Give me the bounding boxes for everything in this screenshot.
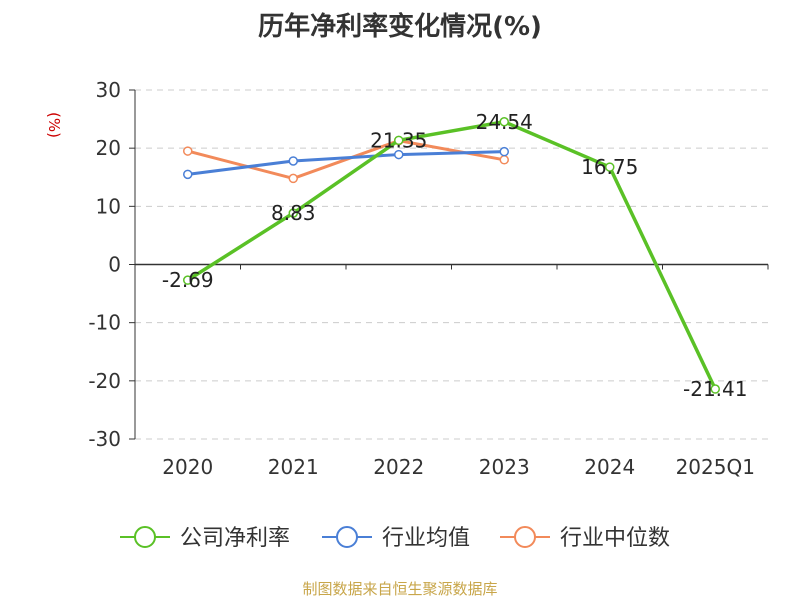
data-point (499, 155, 509, 165)
data-point (183, 146, 193, 156)
data-source-note: 制图数据来自恒生聚源数据库 (302, 580, 498, 598)
data-label: 16.75 (581, 155, 638, 179)
x-tick-label: 2022 (373, 455, 424, 479)
y-tick-label: -30 (88, 427, 121, 451)
series-line (186, 139, 506, 180)
data-point (183, 275, 193, 285)
data-point (288, 173, 298, 184)
series-line (186, 150, 506, 176)
y-tick-label: 0 (108, 253, 121, 277)
legend-label: 公司净利率 (180, 526, 290, 551)
data-point (288, 208, 298, 218)
data-point (499, 117, 509, 127)
x-tick-label: 2021 (268, 455, 319, 479)
y-tick-label: -10 (88, 311, 121, 335)
data-point (605, 162, 615, 172)
data-label: -2.69 (162, 268, 214, 292)
data-label: 21.35 (370, 128, 427, 152)
data-point (183, 169, 193, 180)
data-label: 24.54 (476, 110, 533, 134)
legend-marker (336, 526, 358, 548)
x-tick-label: 2023 (479, 455, 530, 479)
data-point (710, 384, 720, 394)
data-point (394, 135, 404, 146)
data-point (499, 146, 509, 157)
y-tick-label: -20 (88, 369, 121, 393)
x-tick-label: 2020 (162, 455, 213, 479)
x-tick-label: 2024 (584, 455, 635, 479)
data-point (288, 156, 298, 166)
legend-label: 行业中位数 (560, 526, 670, 551)
data-point (394, 149, 404, 160)
x-tick-label: 2025Q1 (676, 455, 755, 479)
y-tick-label: 10 (96, 194, 121, 218)
chart-title: 历年净利率变化情况(%) (258, 12, 542, 42)
y-tick-label: 20 (96, 136, 121, 160)
legend-label: 行业均值 (382, 526, 470, 551)
data-label: -21.41 (683, 377, 747, 401)
legend-marker (134, 526, 156, 548)
data-label: 8.83 (271, 201, 316, 225)
series-line (186, 120, 717, 391)
legend-marker (514, 526, 536, 548)
y-tick-label: 30 (96, 78, 121, 102)
